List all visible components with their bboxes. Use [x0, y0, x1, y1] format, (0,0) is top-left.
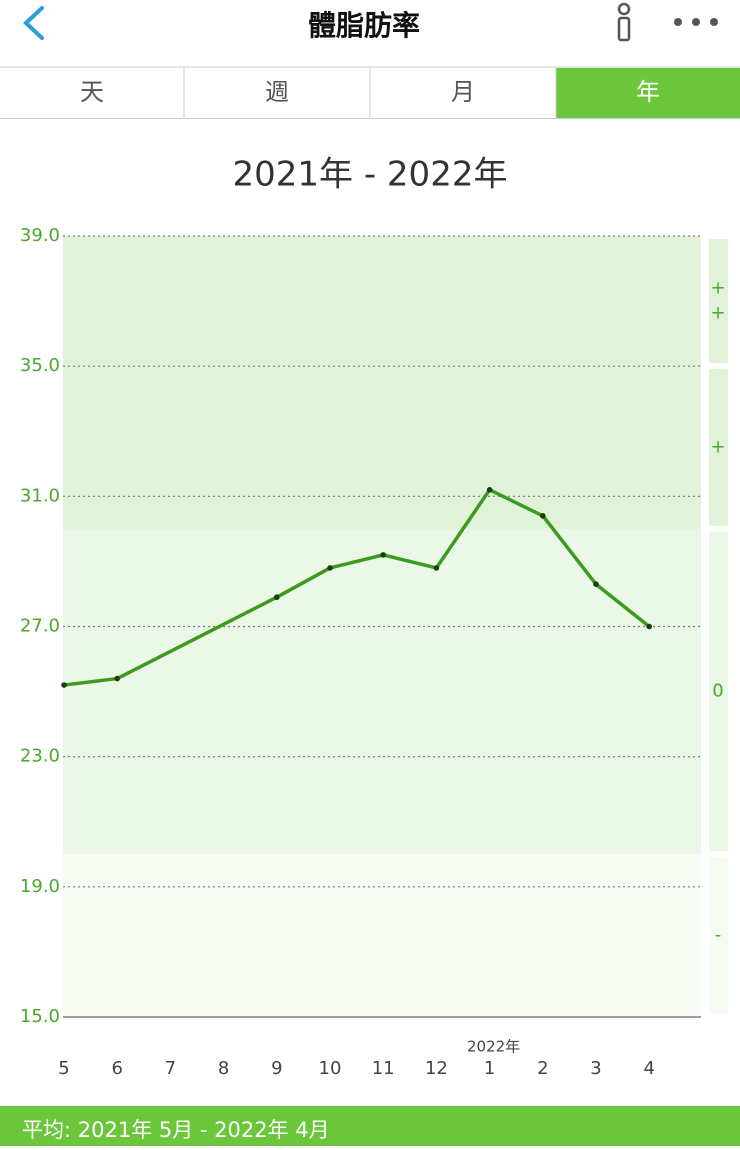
zone-label: + + — [710, 278, 725, 324]
footer-bar — [0, 1106, 740, 1146]
data-line — [63, 488, 651, 687]
tab-label: 月 — [451, 78, 475, 106]
zone-label: 0 — [712, 681, 723, 702]
header-bar — [0, 0, 740, 66]
y-tick-label: 35.0 — [20, 355, 60, 376]
tab[interactable] — [556, 68, 740, 118]
data-point — [327, 565, 333, 571]
x-tick-label: 8 — [218, 1058, 229, 1079]
x-tick-label: 10 — [319, 1058, 342, 1079]
y-tick-label: 27.0 — [20, 616, 60, 637]
chart-title: 2021年 - 2022年 — [233, 155, 508, 195]
chart: + ++0-15.019.023.027.031.035.039.05 6 7 8 9 10… — [20, 225, 728, 1079]
y-tick-label: 31.0 — [20, 485, 60, 506]
x-tick-label: 7 — [165, 1058, 176, 1079]
zone-label: - — [715, 925, 722, 946]
zone-indicator — [709, 857, 728, 1014]
tab-label: 年 — [636, 78, 660, 106]
annotation: 2022年 — [467, 1038, 520, 1056]
tab-label: 週 — [265, 78, 289, 106]
zone-band — [63, 366, 701, 529]
zone-band — [63, 236, 701, 367]
info-button[interactable] — [617, 2, 631, 42]
header-title: 體脂肪率 — [308, 9, 420, 42]
x-tick-label: 2 — [537, 1058, 548, 1079]
data-point — [61, 682, 67, 688]
zone-label: + — [710, 437, 725, 458]
x-tick-label: 11 — [372, 1058, 395, 1079]
data-point — [593, 581, 599, 587]
x-tick-label: 3 — [590, 1058, 601, 1079]
tab-bar: 天週月年 — [0, 68, 740, 119]
tab-label: 天 — [80, 78, 104, 106]
y-tick-label: 23.0 — [20, 746, 60, 767]
zone-indicator — [709, 369, 728, 526]
data-point — [486, 487, 493, 493]
zone-band — [63, 528, 701, 855]
data-point — [646, 623, 652, 630]
x-tick-label: 4 — [643, 1058, 654, 1079]
data-point — [433, 565, 440, 571]
x-tick-label: 6 — [111, 1058, 122, 1079]
zone-band — [63, 854, 701, 1017]
y-tick-label: 39.0 — [20, 225, 60, 246]
zone-indicator — [709, 239, 728, 364]
x-tick-label: 9 — [271, 1058, 282, 1079]
y-tick-label: 15.0 — [20, 1006, 60, 1027]
more-button[interactable] — [674, 18, 718, 26]
data-point — [274, 594, 280, 601]
tab[interactable] — [184, 68, 370, 118]
x-tick-label: 12 — [425, 1058, 448, 1079]
x-tick-label: 1 — [484, 1058, 495, 1079]
tab[interactable] — [370, 68, 556, 118]
x-tick-label: 5 — [58, 1058, 69, 1079]
data-point — [380, 552, 387, 558]
back-button[interactable] — [23, 6, 44, 40]
y-tick-label: 19.0 — [20, 876, 60, 897]
x-tick-label: 5 — [697, 1058, 708, 1079]
footer-text: 平均: 2021年 5月 - 2022年 4月 — [22, 1118, 330, 1142]
data-point — [114, 675, 120, 682]
tab[interactable] — [0, 68, 184, 118]
data-point — [540, 513, 546, 519]
zone-indicator — [709, 531, 728, 852]
